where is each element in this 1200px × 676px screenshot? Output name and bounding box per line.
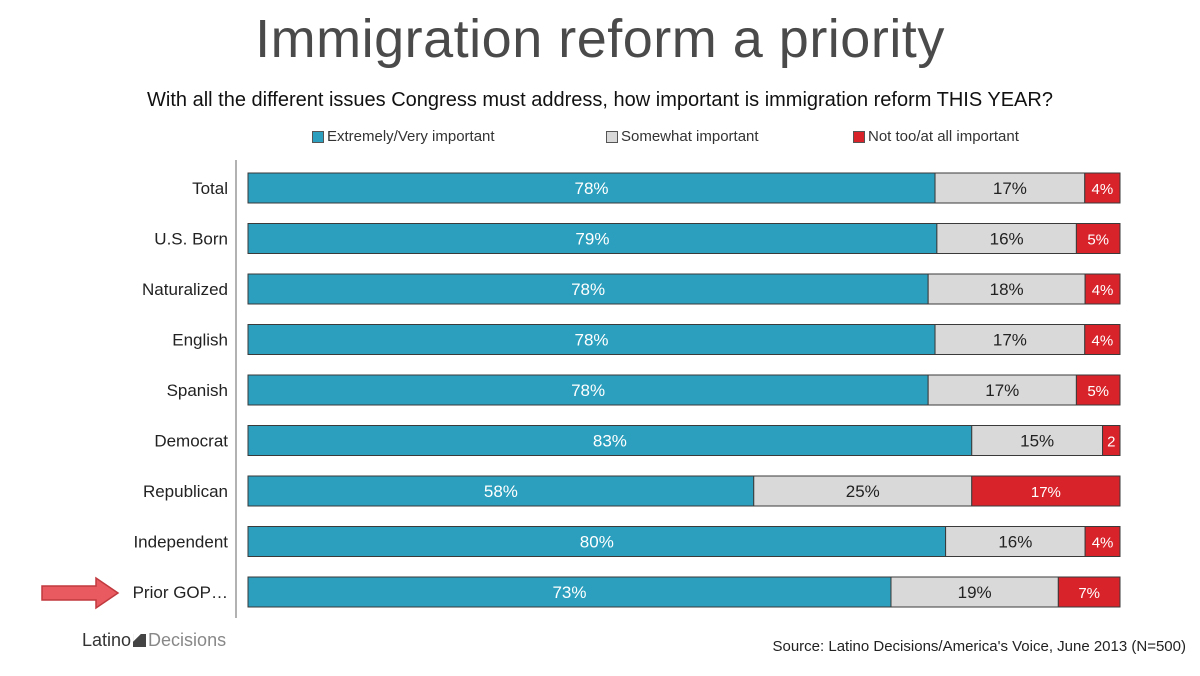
legend-item-somewhat: Somewhat important — [606, 128, 759, 145]
data-label-somewhat: 16% — [998, 533, 1032, 552]
legend-swatch-somewhat — [606, 130, 618, 143]
bar-segment-not — [971, 475, 1121, 507]
bar-segment-somewhat — [936, 223, 1077, 254]
bar-segment-somewhat — [971, 425, 1104, 456]
category-label: Total — [192, 179, 228, 198]
bar-segment-not — [1084, 172, 1121, 204]
data-label-very: 83% — [593, 432, 627, 451]
bar-segment-not — [1057, 576, 1121, 608]
data-label-very: 78% — [574, 331, 608, 350]
data-label-not: 5% — [1087, 383, 1109, 400]
data-label-not: 4% — [1092, 535, 1114, 552]
data-label-not: 4% — [1092, 181, 1114, 198]
data-label-somewhat: 18% — [990, 280, 1024, 299]
legend-label-very: Extremely/Very important — [327, 128, 495, 145]
data-label-not: 17% — [1031, 484, 1061, 501]
bar-segment-not — [1102, 425, 1121, 456]
data-label-very: 78% — [574, 179, 608, 198]
bar-segment-somewhat — [927, 273, 1086, 305]
chart-subtitle: With all the different issues Congress m… — [147, 89, 1053, 111]
data-label-very: 78% — [571, 280, 605, 299]
bar-segment-not — [1084, 526, 1121, 557]
bar-segment-somewhat — [934, 324, 1086, 355]
chart-title: Immigration reform a priority — [255, 9, 945, 69]
logo-text-latino: Latino — [82, 630, 132, 650]
bar-segment-very — [247, 475, 755, 507]
category-label: Spanish — [167, 381, 228, 400]
bar-segment-somewhat — [753, 475, 973, 507]
bar-segment-somewhat — [890, 576, 1059, 608]
data-label-somewhat: 25% — [846, 482, 880, 501]
data-label-not: 7% — [1078, 585, 1100, 602]
data-label-very: 73% — [552, 583, 586, 602]
bar-segment-somewhat — [934, 172, 1086, 204]
category-label: Democrat — [154, 432, 228, 451]
bar-segment-very — [247, 374, 929, 406]
category-label: English — [172, 331, 228, 350]
logo-text-decisions: Decisions — [148, 630, 227, 650]
data-label-very: 80% — [580, 533, 614, 552]
data-label-very: 58% — [484, 482, 518, 501]
bar-segment-somewhat — [927, 374, 1077, 406]
legend-item-very: Extremely/Very important — [312, 128, 495, 145]
data-label-somewhat: 19% — [958, 583, 992, 602]
bar-segment-very — [247, 526, 947, 557]
bar-segment-not — [1075, 374, 1121, 406]
bars-group: Total 78% 17% 4% U.S. Born 79% 16% 5% Naturalize… — [133, 172, 1121, 608]
data-label-somewhat: 16% — [990, 230, 1024, 249]
legend-label-not: Not too/at all important — [868, 128, 1019, 145]
bar-segment-very — [247, 273, 929, 305]
data-label-somewhat: 17% — [993, 331, 1027, 350]
arrow-icon — [41, 576, 120, 610]
data-label-not: 2 — [1107, 434, 1115, 451]
legend-swatch-very — [312, 130, 324, 143]
bar-segment-not — [1084, 324, 1121, 355]
bar-segment-not — [1084, 273, 1121, 305]
data-label-very: 79% — [575, 230, 609, 249]
source-note: Source: Latino Decisions/America's Voice… — [772, 638, 1186, 655]
bar-segment-very — [247, 324, 936, 355]
legend-swatch-not — [853, 130, 865, 143]
data-label-not: 4% — [1092, 282, 1114, 299]
legend-label-somewhat: Somewhat important — [621, 128, 759, 145]
data-label-somewhat: 15% — [1020, 432, 1054, 451]
category-label: U.S. Born — [154, 230, 228, 249]
bar-segment-very — [247, 576, 892, 608]
category-label: Naturalized — [142, 280, 228, 299]
bar-segment-very — [247, 425, 973, 456]
bar-segment-not — [1075, 223, 1121, 254]
bar-segment-somewhat — [945, 526, 1086, 557]
data-label-somewhat: 17% — [993, 179, 1027, 198]
category-label: Independent — [133, 533, 228, 552]
logo-mark-icon — [133, 634, 147, 647]
data-label-not: 4% — [1092, 333, 1114, 350]
category-label: Prior GOP… — [133, 583, 228, 602]
legend: Extremely/Very important Somewhat import… — [0, 128, 1200, 148]
latino-decisions-logo: Latino Decisions — [82, 630, 226, 651]
data-label-not: 5% — [1087, 232, 1109, 249]
category-label: Republican — [143, 482, 228, 501]
bar-segment-very — [247, 223, 938, 254]
legend-item-not: Not too/at all important — [853, 128, 1019, 145]
data-label-very: 78% — [571, 381, 605, 400]
data-label-somewhat: 17% — [985, 381, 1019, 400]
